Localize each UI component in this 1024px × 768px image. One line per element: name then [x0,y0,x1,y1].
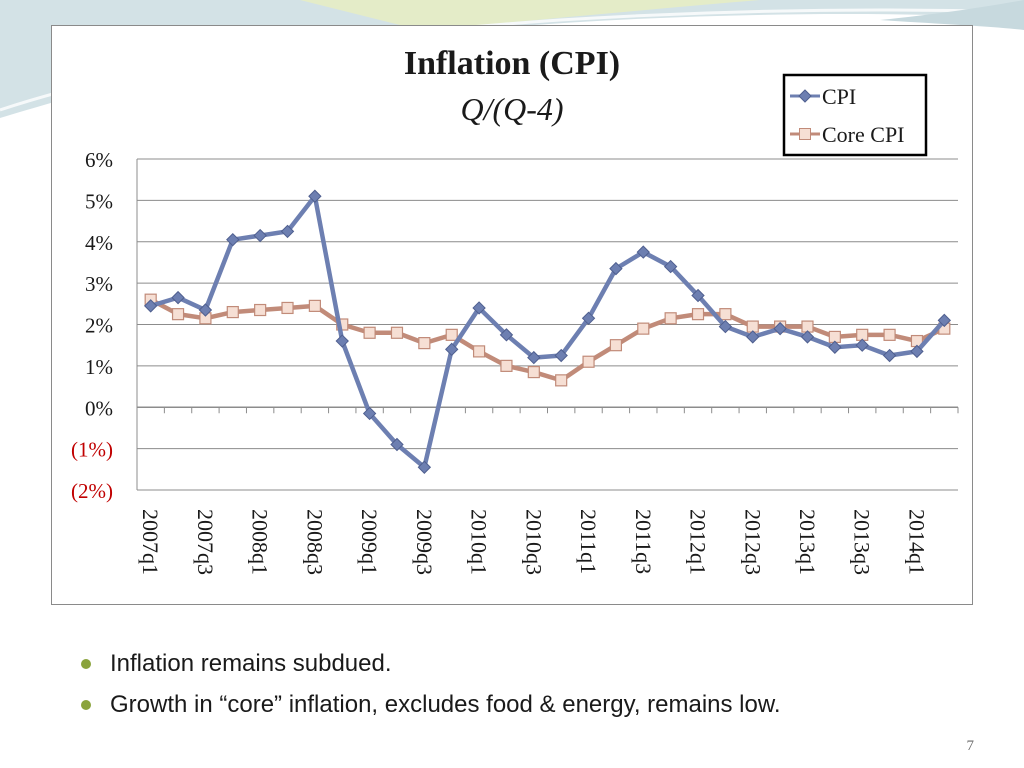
cpi-data-point [390,437,404,452]
core-cpi-data-point [883,328,896,341]
x-tick-label: 2009q1 [357,509,382,575]
core-cpi-data-point [664,312,677,325]
chart-panel: Inflation (CPI) Q/(Q-4) 6% 5% 4% 3% 2% 1% 0% (1… [51,25,973,605]
cpi-data-point [253,228,267,243]
cpi-data-point [609,261,623,276]
core-cpi-series-line [148,297,947,383]
legend-cpi-label: CPI [822,84,856,109]
legend-cpi-marker [798,89,812,103]
cpi-data-point [362,406,377,421]
y-tick-label: 0% [85,396,113,420]
x-tick-label: 2012q1 [686,509,711,575]
cpi-data-point [718,319,733,334]
cpi-data-point [143,299,158,313]
bullet-text: Growth in “core” inflation, excludes foo… [110,691,781,718]
core-cpi-data-point [418,337,431,350]
x-tick-label: 2012q3 [740,509,765,575]
cpi-data-point [828,340,842,354]
cpi-data-point [882,348,897,363]
x-tick-label: 2011q1 [576,509,601,574]
core-cpi-data-point [472,345,486,358]
x-tick-label: 2011q3 [631,509,656,574]
y-tick-label: 6% [85,148,113,172]
series-layer [143,189,952,474]
cpi-data-point [581,311,596,326]
cpi-data-point [910,344,924,359]
x-tick-label: 2013q3 [850,509,875,575]
cpi-data-point [800,330,815,344]
cpi-data-point [226,232,240,247]
cpi-data-point [198,303,213,317]
bullet-dot-icon [81,700,91,710]
header-swoosh-right [880,0,1024,30]
cpi-data-point [171,290,185,305]
page-number: 7 [966,738,975,754]
core-cpi-data-point [555,374,568,387]
y-tick-label: (1%) [71,438,113,462]
core-cpi-data-point [719,308,732,321]
bullet-item: Growth in “core” inflation, excludes foo… [80,687,781,728]
bullet-item: Inflation remains subdued. [80,646,781,687]
inflation-chart: Inflation (CPI) Q/(Q-4) 6% 5% 4% 3% 2% 1% 0% (1… [71,45,959,575]
cpi-data-point [527,350,541,365]
core-cpi-data-point [582,355,595,368]
core-cpi-data-point [500,359,513,372]
core-cpi-data-point [637,322,650,335]
cpi-data-point [335,334,349,348]
core-cpi-data-point [226,305,239,319]
x-tick-label: 2010q3 [521,509,546,575]
bullet-list: Inflation remains subdued. Growth in “co… [80,646,781,728]
core-cpi-data-point [281,301,294,315]
x-tick-label: 2013q1 [795,509,820,575]
grid-layer [137,158,958,491]
y-tick-label: 2% [85,314,113,338]
core-cpi-data-point [254,303,267,317]
x-tick-label: 2014q1 [904,509,929,575]
legend: CPI Core CPI [782,73,928,157]
cpi-data-point [417,460,432,474]
cpi-data-point [445,342,459,357]
core-cpi-data-point [609,339,623,352]
chart-title: Inflation (CPI) [404,45,620,82]
y-tick-label: 3% [85,272,113,296]
legend-box [782,73,928,157]
cpi-data-point [280,224,295,239]
cpi-data-point [554,348,568,363]
cpi-data-point [636,245,650,259]
x-tick-label: 2010q1 [467,509,492,575]
cpi-data-point [937,313,952,328]
bullet-dot-icon [81,659,91,669]
cpi-data-point [499,328,514,342]
cpi-data-point [472,301,486,315]
x-tick-label: 2007q3 [193,509,218,575]
header-swoosh-green [300,0,760,30]
legend-core-cpi-marker [799,128,811,140]
core-cpi-data-point [445,328,458,341]
y-tick-label: (2%) [71,479,113,503]
y-tick-label: 1% [85,355,113,379]
legend-core-cpi-label: Core CPI [822,122,905,147]
axis-layer: 6% 5% 4% 3% 2% 1% 0% (1%) (2%) 2007q1 2007q3 2008q1… [71,148,959,575]
bullet-text: Inflation remains subdued. [110,650,392,677]
core-cpi-data-point [390,326,404,339]
core-cpi-data-point [527,365,540,379]
cpi-data-point [773,321,787,336]
core-cpi-data-point [691,308,705,321]
cpi-data-point [855,338,869,352]
x-tick-label: 2009q3 [412,509,437,575]
y-tick-label: 5% [85,189,113,213]
core-cpi-data-point [308,299,321,312]
cpi-data-point [691,288,705,303]
cpi-data-point [308,189,322,203]
cpi-data-point [746,330,760,344]
core-cpi-data-point [363,326,376,339]
x-tick-label: 2007q1 [138,509,163,575]
x-tick-label: 2008q3 [302,509,327,575]
y-tick-label: 4% [85,231,113,255]
chart-subtitle: Q/(Q-4) [460,91,563,127]
x-tick-label: 2008q1 [248,509,273,575]
core-cpi-data-point [171,308,185,321]
cpi-data-point [663,259,678,274]
